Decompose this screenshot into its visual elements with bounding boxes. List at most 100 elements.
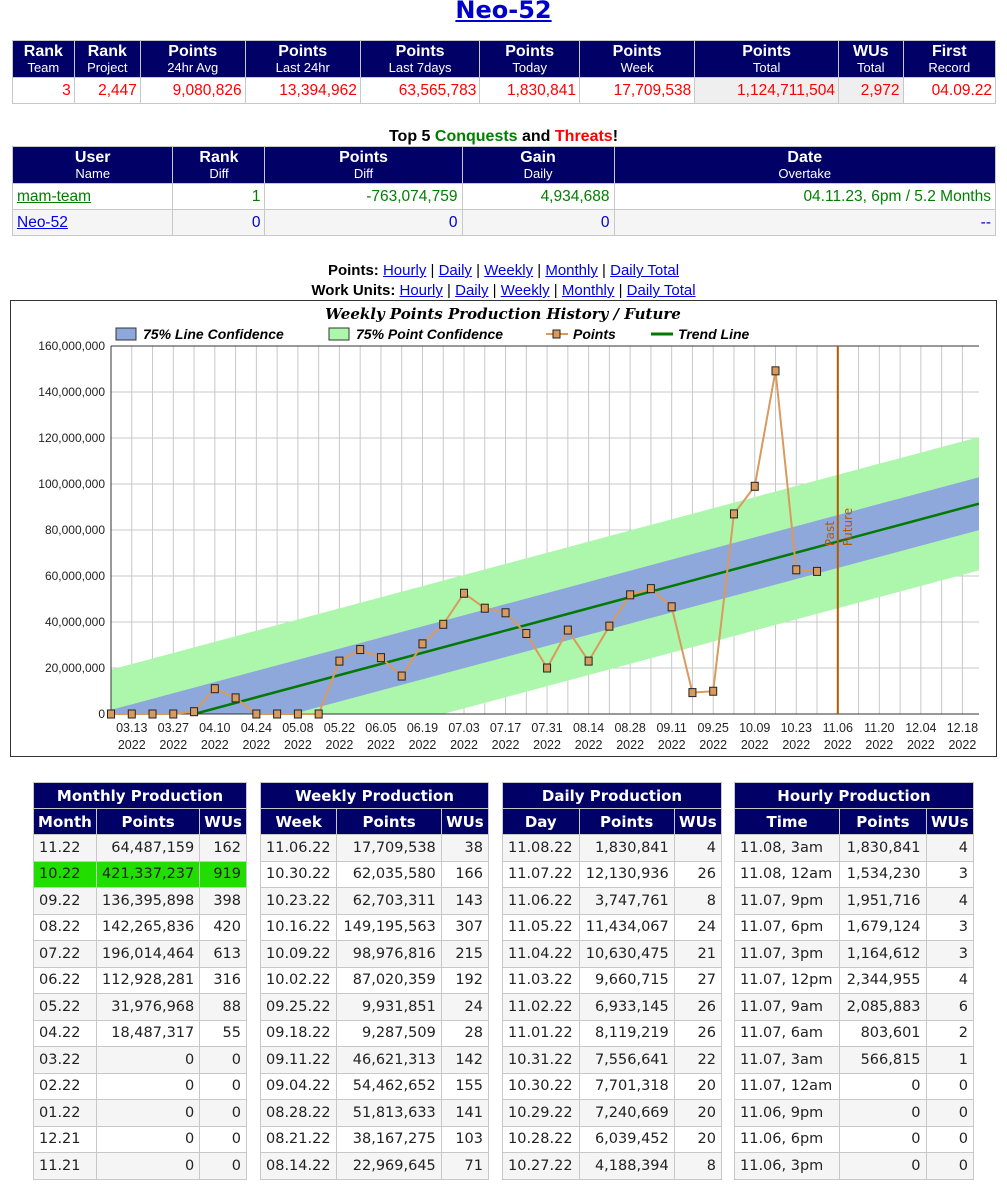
column-header: Month <box>33 808 97 835</box>
x-tick-year: 2022 <box>699 738 727 752</box>
x-tick-year: 2022 <box>741 738 769 752</box>
table-cell: 136,395,898 <box>95 887 201 915</box>
table-cell: 9,931,851 <box>336 993 442 1021</box>
table-row: 10.29.22 7,240,669 20 <box>502 1099 723 1127</box>
table-row: 11.07, 6pm 1,679,124 3 <box>733 913 975 941</box>
table-cell: 09.22 <box>33 887 97 915</box>
table-cell: 149,195,563 <box>336 913 442 941</box>
table-cell: 8 <box>673 887 723 915</box>
x-tick-label: 09.11 <box>656 721 686 735</box>
column-header: Points <box>839 808 927 835</box>
legend-point-conf-swatch <box>328 327 350 341</box>
x-tick-label: 12.04 <box>905 721 936 735</box>
table-cell: 919 <box>199 860 247 888</box>
table-cell: 38,167,275 <box>336 1125 442 1153</box>
table-cell: 3 <box>925 913 975 941</box>
table-row: 09.18.22 9,287,509 28 <box>259 1019 490 1047</box>
table-cell: 51,813,633 <box>336 1099 442 1127</box>
table-cell: 10.31.22 <box>502 1046 580 1074</box>
header-sub: Daily <box>523 166 553 181</box>
conquest-cell: mam-team <box>11 183 174 210</box>
x-tick-year: 2022 <box>533 738 561 752</box>
link-separator: | <box>447 282 451 299</box>
table-cell: 08.22 <box>33 913 97 941</box>
table-row: 11.04.22 10,630,475 21 <box>502 940 723 968</box>
table-cell: 24 <box>440 993 490 1021</box>
header-main: Rank <box>199 149 239 166</box>
points-marker <box>626 590 635 600</box>
x-tick-label: 07.31 <box>531 721 562 735</box>
table-cell: 0 <box>925 1125 975 1153</box>
y-tick-label: 80,000,000 <box>45 523 105 537</box>
table-cell: 142 <box>440 1046 490 1074</box>
table-cell: 11.07, 9pm <box>733 887 841 915</box>
stats-header: Points Last 7days <box>359 40 481 78</box>
user-title-link[interactable]: Neo-52 <box>455 0 552 24</box>
header-main: Rank <box>87 43 127 60</box>
conquest-cell: Neo-52 <box>11 209 174 236</box>
table-cell: 10.28.22 <box>502 1125 580 1153</box>
table-cell: 11.07, 3pm <box>733 940 841 968</box>
table-cell: 141 <box>440 1099 490 1127</box>
legend-label: 75% Line Confidence <box>143 326 284 342</box>
header-sub: Overtake <box>778 166 832 181</box>
page-title: Neo-52 <box>0 0 1007 24</box>
table-row: 10.23.22 62,703,311 143 <box>259 887 490 915</box>
stats-value: 3 <box>12 77 75 104</box>
header-main: User <box>74 149 111 166</box>
x-tick-label: 05.22 <box>324 721 355 735</box>
table-cell: 1,951,716 <box>839 887 927 915</box>
table-cell: 20 <box>673 1125 723 1153</box>
y-tick-label: 20,000,000 <box>45 661 105 675</box>
header-sub: 24hr Avg <box>167 60 219 75</box>
table-cell: 7,240,669 <box>578 1099 675 1127</box>
table-cell: 11.07, 6am <box>733 1019 841 1047</box>
header-sub: Week <box>620 60 654 75</box>
points-links: Points: Hourly | Daily | Weekly | Monthl… <box>0 261 1007 281</box>
table-row: 05.22 31,976,968 88 <box>33 993 247 1021</box>
table-cell: 166 <box>440 860 490 888</box>
link-separator: | <box>537 262 542 279</box>
table-row: 11.08, 3am 1,830,841 4 <box>733 834 975 862</box>
wu-link-daily[interactable]: Daily <box>455 282 489 299</box>
chart-title: Weekly Points Production History / Futur… <box>325 305 681 323</box>
wu-link-daily-total[interactable]: Daily Total <box>626 282 696 299</box>
points-marker <box>335 656 344 666</box>
table-cell: 11.08, 3am <box>733 834 841 862</box>
wu-link-monthly[interactable]: Monthly <box>561 282 615 299</box>
past-label: Past <box>823 521 837 546</box>
table-cell: 0 <box>839 1099 927 1127</box>
points-marker <box>501 608 510 618</box>
points-link-monthly[interactable]: Monthly <box>545 262 598 279</box>
table-cell: 6,933,145 <box>578 993 675 1021</box>
table-cell: 01.22 <box>33 1099 97 1127</box>
user-link[interactable]: Neo-52 <box>17 213 68 231</box>
table-row: 10.16.22 149,195,563 307 <box>259 913 490 941</box>
points-link-daily-total[interactable]: Daily Total <box>610 262 680 279</box>
heading-conquests: Conquests <box>434 128 518 145</box>
table-cell: 12,130,936 <box>578 860 675 888</box>
table-row: 11.06, 6pm 0 0 <box>733 1125 975 1153</box>
stats-value: 2,447 <box>73 77 141 104</box>
table-cell: 10.22 <box>33 860 97 888</box>
user-link[interactable]: mam-team <box>17 187 92 205</box>
wu-link-weekly[interactable]: Weekly <box>500 282 550 299</box>
points-marker <box>439 619 448 629</box>
table-row: 10.02.22 87,020,359 192 <box>259 966 490 994</box>
heading-text: ! <box>612 128 619 145</box>
table-cell: 0 <box>95 1072 201 1100</box>
points-link-daily[interactable]: Daily <box>438 262 472 279</box>
y-tick-label: 140,000,000 <box>38 385 105 399</box>
wu-link-hourly[interactable]: Hourly <box>399 282 443 299</box>
points-link-hourly[interactable]: Hourly <box>382 262 427 279</box>
x-tick-label: 03.13 <box>116 721 147 735</box>
y-tick-label: 60,000,000 <box>45 569 105 583</box>
weekly-production-table: Weekly Production Week Points WUs 11.06.22 17… <box>259 782 490 1180</box>
header-sub: Diff <box>209 166 229 181</box>
points-link-weekly[interactable]: Weekly <box>484 262 534 279</box>
table-cell: 0 <box>839 1152 927 1180</box>
table-cell: 420 <box>199 913 247 941</box>
column-header: WUs <box>673 808 723 835</box>
table-row: 11.01.22 8,119,219 26 <box>502 1019 723 1047</box>
table-cell: 98,976,816 <box>336 940 442 968</box>
